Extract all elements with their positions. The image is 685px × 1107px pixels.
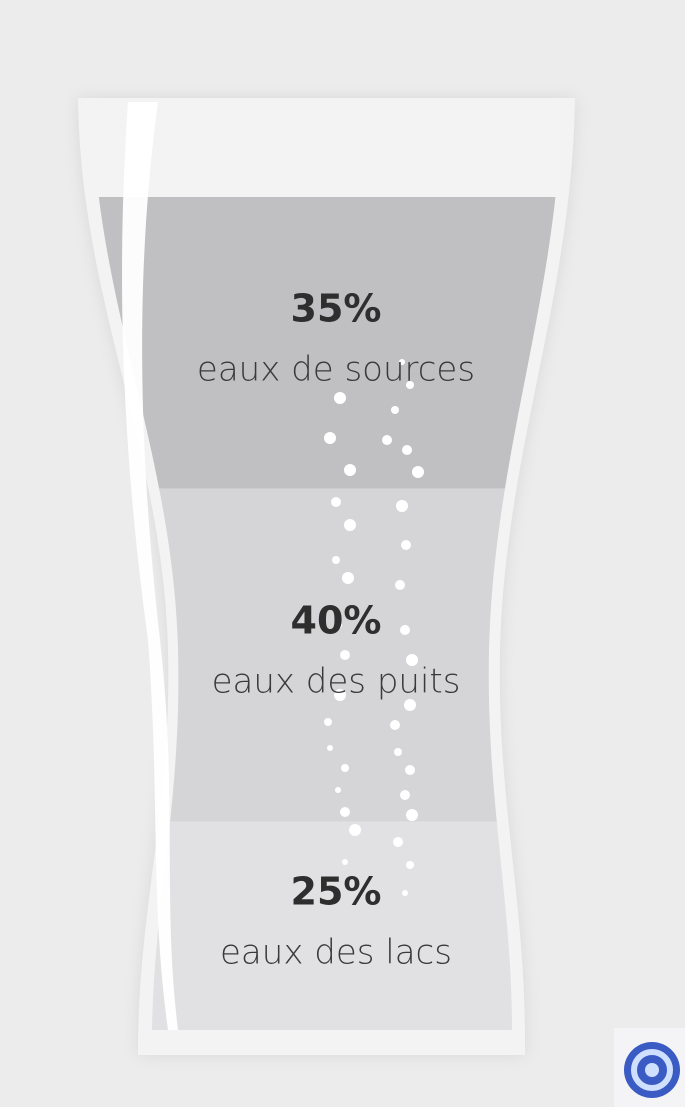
value-label: 40% bbox=[291, 599, 382, 643]
value-label: 35% bbox=[291, 286, 382, 330]
category-label: eaux de sources bbox=[197, 349, 475, 389]
category-label: eaux des puits bbox=[212, 662, 461, 702]
category-label: eaux des lacs bbox=[220, 932, 452, 972]
bubbles bbox=[324, 359, 424, 896]
glass-highlight bbox=[122, 102, 178, 1030]
logo bbox=[614, 1028, 685, 1107]
value-label: 25% bbox=[291, 869, 382, 913]
